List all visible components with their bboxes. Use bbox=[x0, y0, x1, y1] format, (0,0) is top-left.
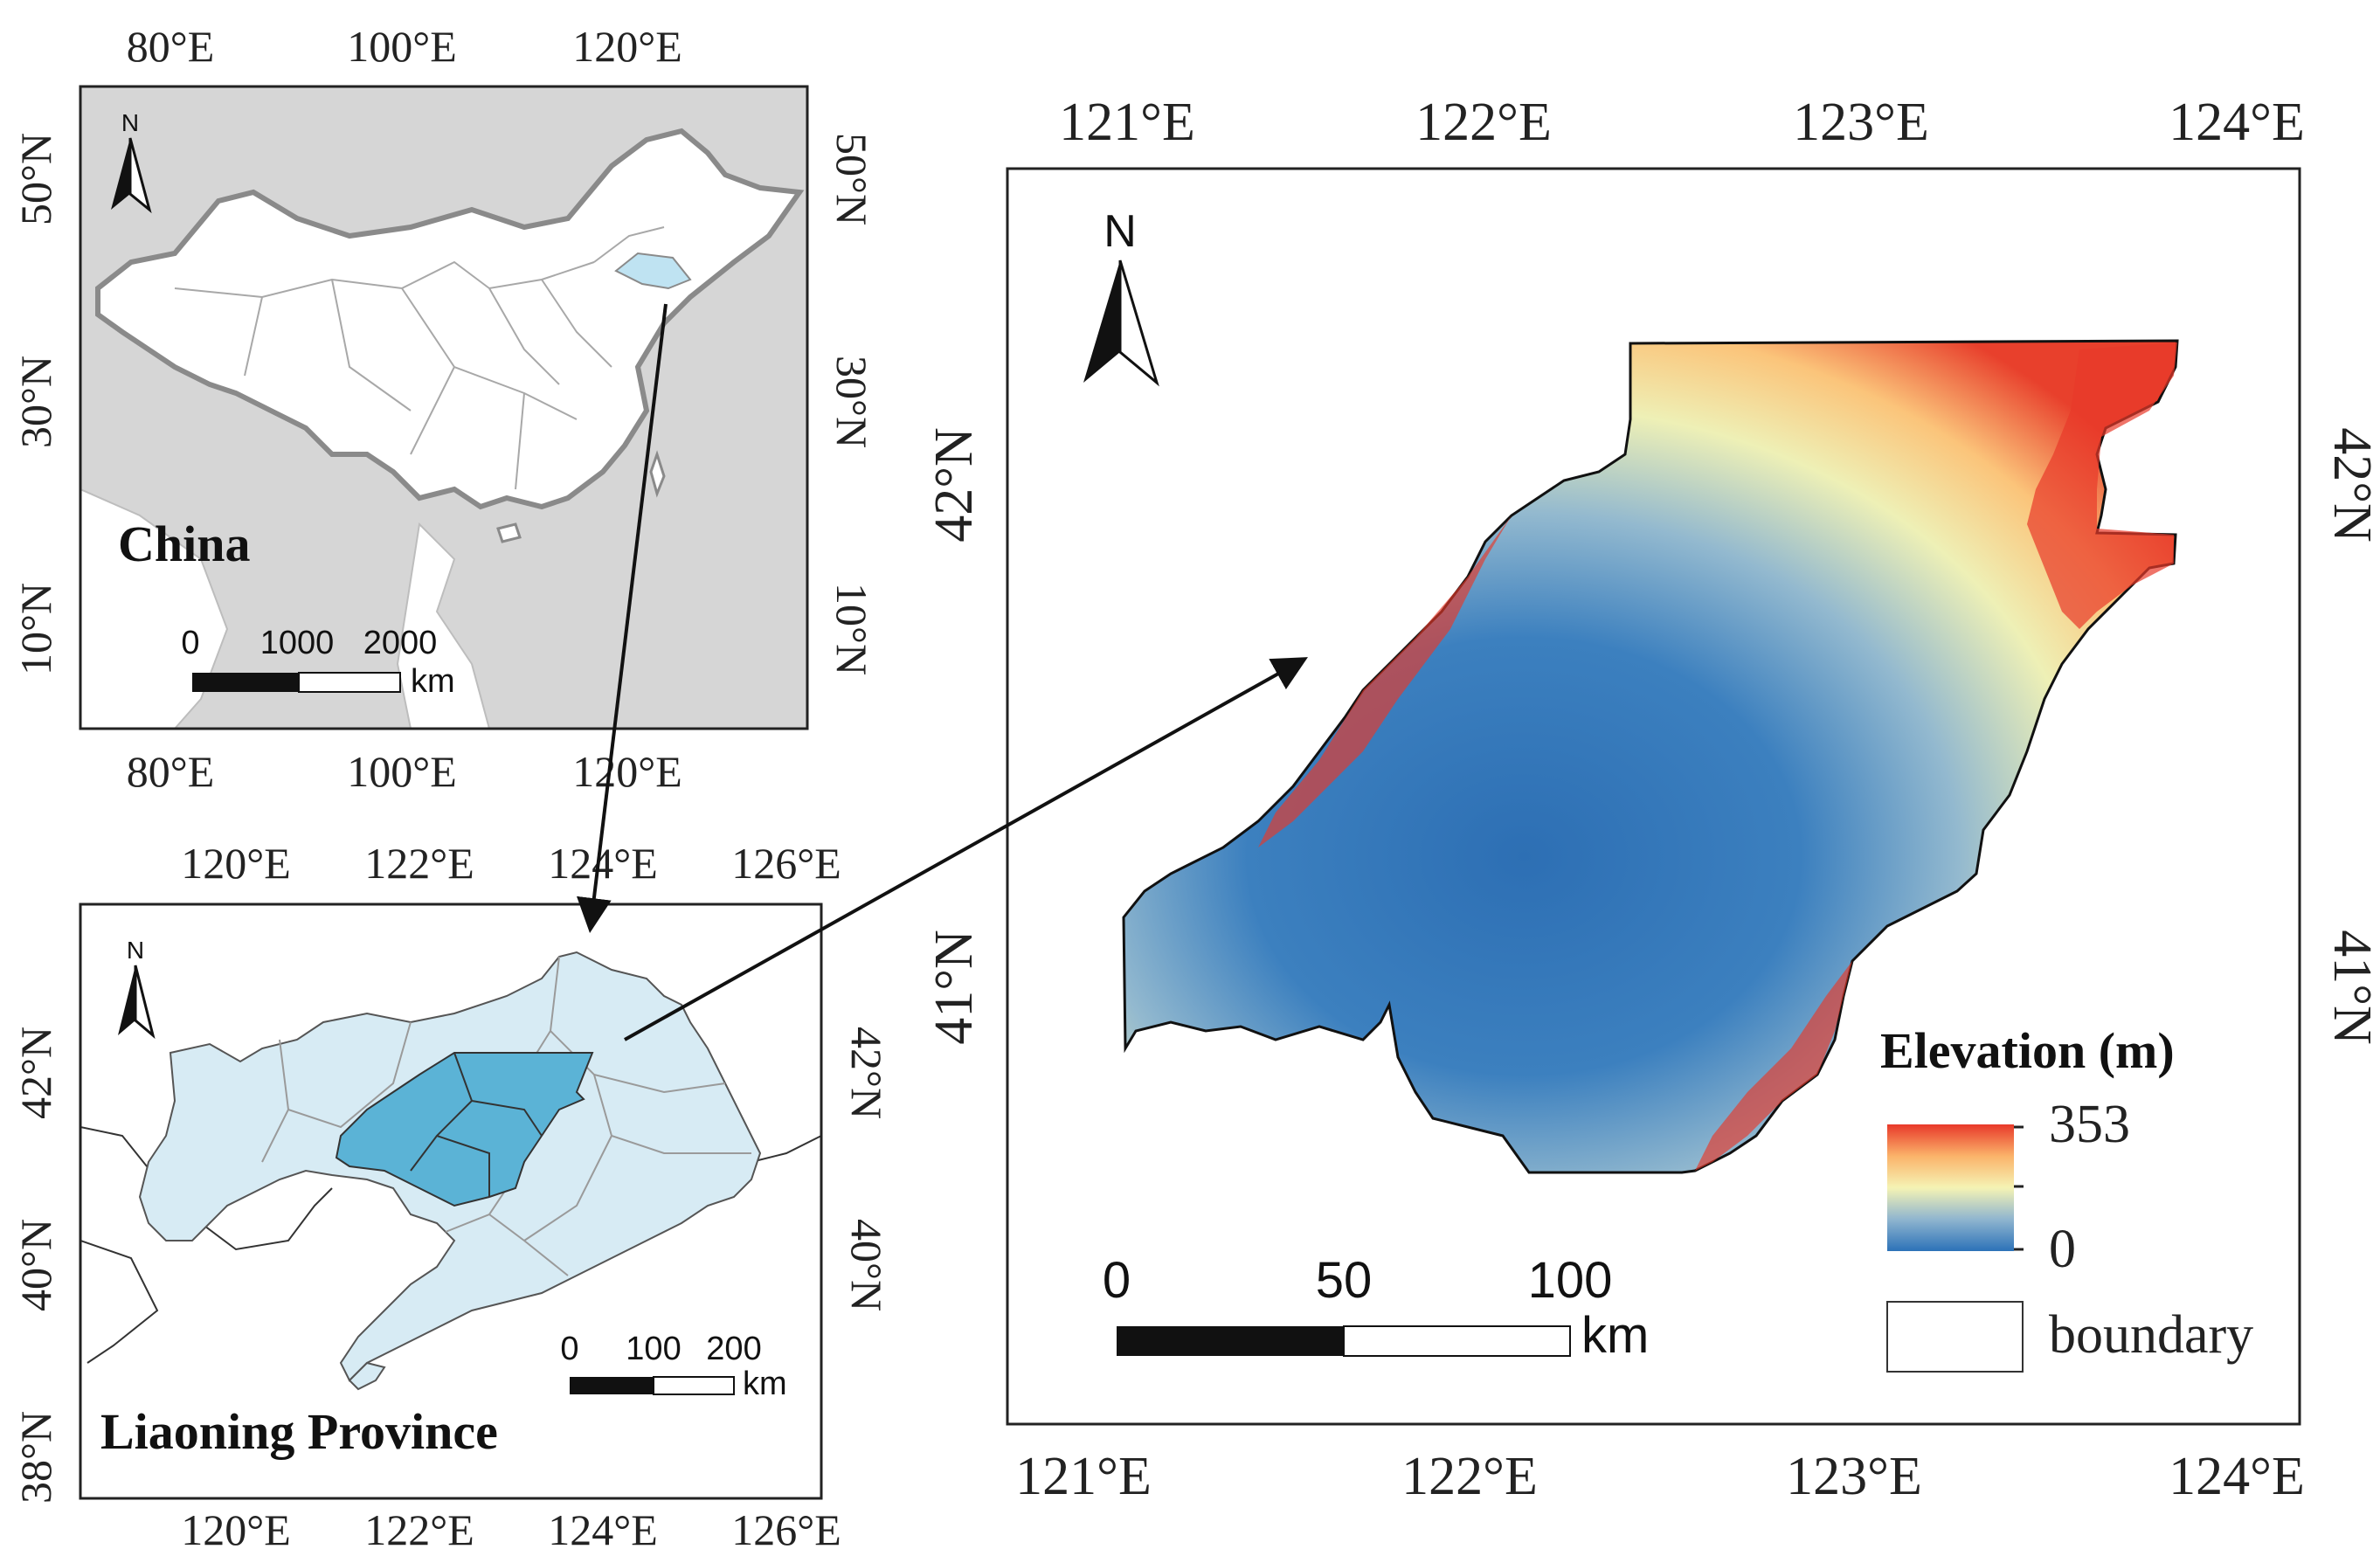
china-province-lines bbox=[174, 226, 665, 490]
liaoning-lon-label-bottom-3: 124°E bbox=[548, 1505, 658, 1554]
elevation-north-arrow-icon: N bbox=[1083, 206, 1159, 387]
elev-lat-label-left-1: 42°N bbox=[924, 427, 984, 543]
china-lon-label-top-2: 100°E bbox=[347, 22, 457, 71]
liaoning-neighbor-coast bbox=[80, 1126, 821, 1364]
elev-scale-unit: km bbox=[1581, 1307, 1649, 1364]
neighbor-land-south bbox=[80, 488, 229, 729]
china-scale-tick-1: 1000 bbox=[260, 625, 335, 661]
elevation-highland-east bbox=[2027, 342, 2177, 629]
china-lon-label-top-3: 120°E bbox=[572, 22, 682, 71]
study-area-highlight bbox=[335, 1052, 594, 1207]
elevation-scale-bar: 0 50 100 km bbox=[1103, 1252, 1649, 1364]
liaoning-highlight bbox=[614, 252, 692, 290]
china-map-frame bbox=[79, 85, 809, 730]
elev-lat-label-right-2: 41°N bbox=[2322, 930, 2380, 1045]
legend-boundary-label: boundary bbox=[2049, 1305, 2253, 1365]
elev-scale-tick-2: 100 bbox=[1528, 1252, 1613, 1309]
liaoning-lon-label-top-1: 120°E bbox=[181, 839, 291, 888]
liaoning-lon-label-top-4: 126°E bbox=[731, 839, 841, 888]
liaoning-lon-label-bottom-4: 126°E bbox=[731, 1505, 841, 1554]
china-scale-tick-2: 2000 bbox=[363, 625, 438, 661]
elev-scale-tick-1: 50 bbox=[1316, 1252, 1373, 1309]
elevation-highland-southeast bbox=[1695, 961, 1852, 1171]
legend-color-ramp bbox=[1887, 1124, 2014, 1251]
liaoning-lon-label-bottom-1: 120°E bbox=[181, 1505, 291, 1554]
liaoning-scale-tick-0: 0 bbox=[560, 1331, 578, 1367]
china-to-liaoning-arrow bbox=[576, 303, 668, 933]
china-lat-label-left-2: 30°N bbox=[11, 356, 60, 448]
china-lon-label-bottom-1: 80°E bbox=[127, 747, 215, 796]
elevation-highland-west bbox=[1258, 515, 1512, 847]
elevation-legend: Elevation (m) 353 0 boundary bbox=[1880, 1022, 2253, 1373]
china-lat-label-right-1: 50°N bbox=[827, 133, 876, 225]
legend-boundary-swatch bbox=[1886, 1301, 2024, 1373]
study-area-internal-lines bbox=[410, 1052, 543, 1197]
elevation-map-frame bbox=[1006, 167, 2301, 1426]
china-lat-label-left-3: 10°N bbox=[11, 583, 60, 675]
liaoning-lat-label-left-1: 42°N bbox=[11, 1027, 60, 1119]
liaoning-lat-label-right-1: 42°N bbox=[842, 1027, 891, 1119]
elev-lon-label-top-4: 124°E bbox=[2169, 93, 2305, 152]
elev-lon-label-bottom-2: 122°E bbox=[1401, 1447, 1538, 1506]
china-lon-label-top-1: 80°E bbox=[127, 22, 215, 71]
elev-lon-label-bottom-1: 121°E bbox=[1015, 1447, 1152, 1506]
liaoning-lon-label-bottom-2: 122°E bbox=[364, 1505, 474, 1554]
elev-lon-label-top-2: 122°E bbox=[1415, 93, 1552, 152]
china-lon-label-bottom-3: 120°E bbox=[572, 747, 682, 796]
china-lat-label-left-1: 50°N bbox=[11, 133, 60, 225]
china-lat-label-right-3: 10°N bbox=[827, 583, 876, 675]
elevation-map: 121°E 122°E 123°E 124°E 121°E 122°E 123°… bbox=[924, 93, 2380, 1506]
china-outline bbox=[95, 128, 805, 510]
dalian-peninsula bbox=[348, 1361, 386, 1391]
taiwan-island bbox=[649, 450, 666, 498]
china-map: 80°E 100°E 120°E 80°E 100°E 120°E 50°N 3… bbox=[11, 22, 876, 796]
hainan-island bbox=[496, 522, 522, 543]
elev-lon-label-top-1: 121°E bbox=[1059, 93, 1195, 152]
liaoning-lat-label-right-2: 40°N bbox=[842, 1219, 891, 1311]
liaoning-to-elevation-arrow bbox=[624, 657, 1308, 1041]
liaoning-scale-bar: 0 100 200 km bbox=[560, 1331, 786, 1402]
china-north-arrow-icon: N bbox=[111, 109, 152, 214]
liaoning-scale-tick-2: 200 bbox=[706, 1331, 761, 1367]
liaoning-map-title: Liaoning Province bbox=[100, 1403, 498, 1460]
china-scale-bar: 0 1000 2000 km bbox=[181, 625, 454, 700]
elev-lon-label-top-3: 123°E bbox=[1793, 93, 1929, 152]
china-lat-label-right-2: 30°N bbox=[827, 356, 876, 448]
elev-scale-tick-0: 0 bbox=[1103, 1252, 1131, 1309]
elev-lon-label-bottom-3: 123°E bbox=[1786, 1447, 1922, 1506]
liaoning-map: 120°E 122°E 124°E 126°E 120°E 122°E 124°… bbox=[11, 839, 891, 1554]
liaoning-map-frame bbox=[79, 903, 823, 1500]
china-north-label: N bbox=[121, 109, 139, 136]
china-scale-tick-0: 0 bbox=[181, 625, 199, 661]
liaoning-lat-label-left-3: 38°N bbox=[11, 1411, 60, 1504]
liaoning-lon-label-top-3: 124°E bbox=[548, 839, 658, 888]
elev-lat-label-right-1: 42°N bbox=[2322, 427, 2380, 543]
liaoning-north-label: N bbox=[127, 937, 144, 964]
legend-min-label: 0 bbox=[2049, 1220, 2076, 1279]
china-scale-unit: km bbox=[411, 663, 455, 700]
liaoning-lon-label-top-2: 122°E bbox=[364, 839, 474, 888]
legend-title: Elevation (m) bbox=[1880, 1022, 2175, 1079]
liaoning-north-arrow-icon: N bbox=[118, 937, 156, 1040]
legend-max-label: 353 bbox=[2049, 1095, 2130, 1154]
china-lon-label-bottom-2: 100°E bbox=[347, 747, 457, 796]
china-map-title: China bbox=[118, 515, 251, 572]
elev-lon-label-bottom-4: 124°E bbox=[2169, 1447, 2305, 1506]
elev-lat-label-left-2: 41°N bbox=[924, 930, 984, 1045]
liaoning-lat-label-left-2: 40°N bbox=[11, 1219, 60, 1311]
elev-north-label: N bbox=[1104, 206, 1137, 257]
liaoning-scale-tick-1: 100 bbox=[626, 1331, 681, 1367]
liaoning-scale-unit: km bbox=[743, 1366, 787, 1402]
